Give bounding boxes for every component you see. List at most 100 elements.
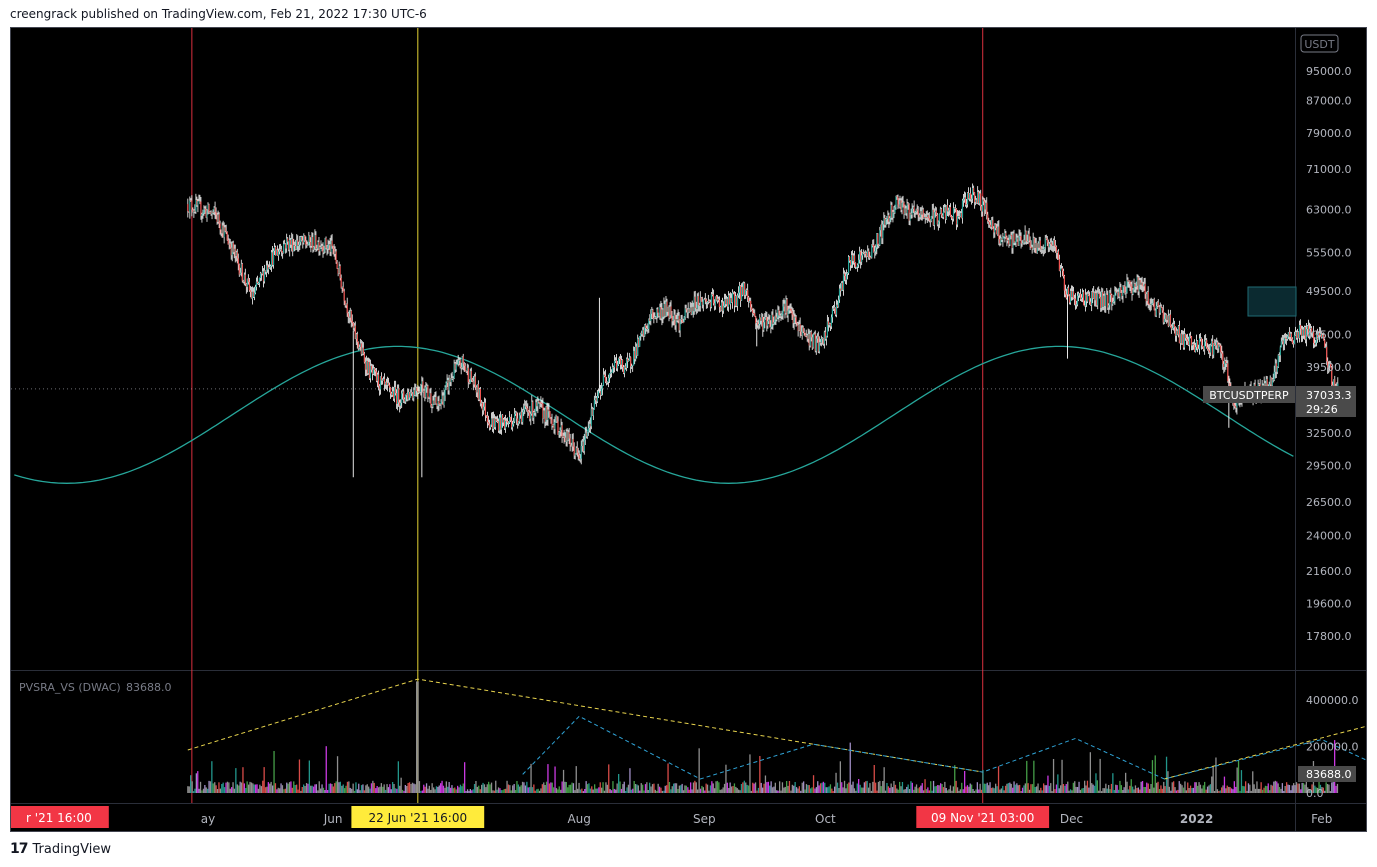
volume-bar-778 xyxy=(1286,782,1288,793)
volume-bar-342 xyxy=(670,789,672,793)
volume-bar-572 xyxy=(995,783,997,793)
candle-body-548 xyxy=(740,285,742,301)
candle-body-260 xyxy=(449,378,451,383)
volume-bar-598 xyxy=(1031,784,1034,793)
volume-bar-571 xyxy=(993,788,995,793)
candle-body-1005 xyxy=(1201,338,1203,346)
marker-lines xyxy=(191,28,984,803)
candle-body-956 xyxy=(1151,303,1153,305)
candle-body-243 xyxy=(432,400,434,407)
volume-bar-668 xyxy=(1130,779,1132,793)
volume-bar-133 xyxy=(375,788,377,793)
candle-body-891 xyxy=(1086,294,1088,302)
candle-body-292 xyxy=(481,402,483,411)
candle-body-731 xyxy=(924,216,926,218)
indicator-name[interactable]: PVSRA_VS (DWAC) xyxy=(19,681,121,694)
candle-body-278 xyxy=(467,367,469,383)
volume-bar-615 xyxy=(1055,784,1058,793)
candle-body-867 xyxy=(1061,268,1063,271)
candle-body-1123 xyxy=(1320,333,1322,336)
candle-body-1074 xyxy=(1270,377,1272,386)
trendline-yellow-0 xyxy=(187,678,983,773)
volume-bar-543 xyxy=(954,765,956,793)
volume-bar-717 xyxy=(1199,784,1202,793)
candle-body-154 xyxy=(342,287,344,292)
candle-body-53 xyxy=(240,263,242,273)
candle-body-255 xyxy=(444,387,446,396)
volume-bar-270 xyxy=(568,784,570,793)
volume-bar-355 xyxy=(688,789,690,793)
drawing-box[interactable] xyxy=(1247,286,1297,317)
volume-bar-432 xyxy=(797,788,799,793)
volume-bar-505 xyxy=(900,786,902,793)
candle-body-1114 xyxy=(1311,327,1313,333)
candle-body-630 xyxy=(822,338,824,344)
candle-body-431 xyxy=(622,360,624,367)
footer[interactable]: 17 TradingView xyxy=(10,841,111,857)
volume-bar-217 xyxy=(493,790,495,793)
volume-bar-317 xyxy=(634,784,637,793)
candle-body-635 xyxy=(827,321,829,326)
volume-bar-267 xyxy=(564,781,566,793)
candle-body-7 xyxy=(194,210,196,212)
volume-bar-47 xyxy=(253,784,255,793)
volume-bar-294 xyxy=(602,782,604,793)
candle-body-690 xyxy=(883,217,885,225)
candle-body-1015 xyxy=(1211,341,1213,346)
candle-body-373 xyxy=(563,435,565,438)
candle-body-665 xyxy=(858,259,860,265)
candle-body-829 xyxy=(1023,239,1025,243)
volume-bar-698 xyxy=(1173,781,1175,793)
volume-bar-130 xyxy=(370,783,373,793)
candle-body-0 xyxy=(187,204,189,211)
volume-bar-381 xyxy=(725,764,727,793)
candle-body-803 xyxy=(997,226,999,235)
volume-bar-37 xyxy=(239,781,241,793)
volume-bar-767 xyxy=(1270,784,1272,793)
candle-body-364 xyxy=(554,422,556,430)
candle-body-604 xyxy=(796,323,798,325)
volume-bar-63 xyxy=(276,789,278,793)
volume-bar-458 xyxy=(834,786,836,793)
candle-body-845 xyxy=(1039,240,1041,250)
candle-body-1120 xyxy=(1317,333,1319,340)
candle-body-194 xyxy=(382,378,385,380)
candle-body-422 xyxy=(612,366,615,368)
last-volume-value: 83688.0 xyxy=(1306,768,1352,781)
candle-body-345 xyxy=(535,402,537,413)
volume-bar-248 xyxy=(537,788,539,793)
volume-bar-141 xyxy=(386,784,388,793)
unit-badge[interactable] xyxy=(1300,34,1339,53)
candle-body-1068 xyxy=(1264,383,1266,386)
candle-body-686 xyxy=(879,230,881,246)
volume-bar-494 xyxy=(884,790,887,793)
candle-body-969 xyxy=(1164,314,1166,319)
sine-wave xyxy=(14,345,1294,484)
candle-body-415 xyxy=(605,381,608,383)
volume-bar-600 xyxy=(1034,787,1036,793)
volume-bar-274 xyxy=(574,790,576,793)
candle-body-869 xyxy=(1063,276,1065,291)
candle-body-253 xyxy=(442,395,444,405)
candle-body-836 xyxy=(1030,246,1032,248)
candle-body-621 xyxy=(813,333,815,335)
volume-bar-612 xyxy=(1051,791,1053,793)
candle-body-127 xyxy=(315,235,317,250)
chart-container[interactable]: 95000.0 87000.0 79000.0 71000.0 63000.0 55500… xyxy=(10,27,1367,832)
candle-body-251 xyxy=(440,401,442,405)
candle-body-436 xyxy=(627,358,629,362)
volume-bar-631 xyxy=(1078,781,1080,793)
volume-bar-547 xyxy=(959,789,961,793)
candle-body-238 xyxy=(427,385,429,398)
volume-bar-56 xyxy=(266,786,268,793)
candle-body-108 xyxy=(296,240,298,250)
chart-svg[interactable]: 95000.087000.079000.071000.063000.055500… xyxy=(11,28,1367,832)
candle-body-892 xyxy=(1087,293,1089,302)
volume-bar-137 xyxy=(380,783,382,793)
candle-body-704 xyxy=(897,197,899,205)
volume-bar-223 xyxy=(502,790,504,793)
candle-body-80 xyxy=(267,267,270,270)
volume-bar-727 xyxy=(1213,791,1216,793)
volume-bar-807 xyxy=(1326,784,1329,793)
candle-body-633 xyxy=(825,336,827,340)
